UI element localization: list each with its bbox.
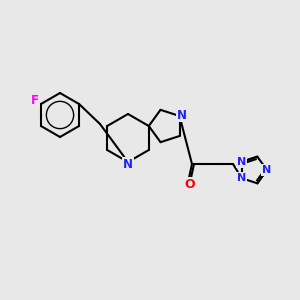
Text: O: O [185,178,195,190]
Text: N: N [237,157,246,167]
Text: N: N [262,165,272,175]
Text: N: N [176,109,187,122]
Text: F: F [31,94,39,106]
Text: N: N [237,173,246,183]
Text: N: N [123,158,133,170]
